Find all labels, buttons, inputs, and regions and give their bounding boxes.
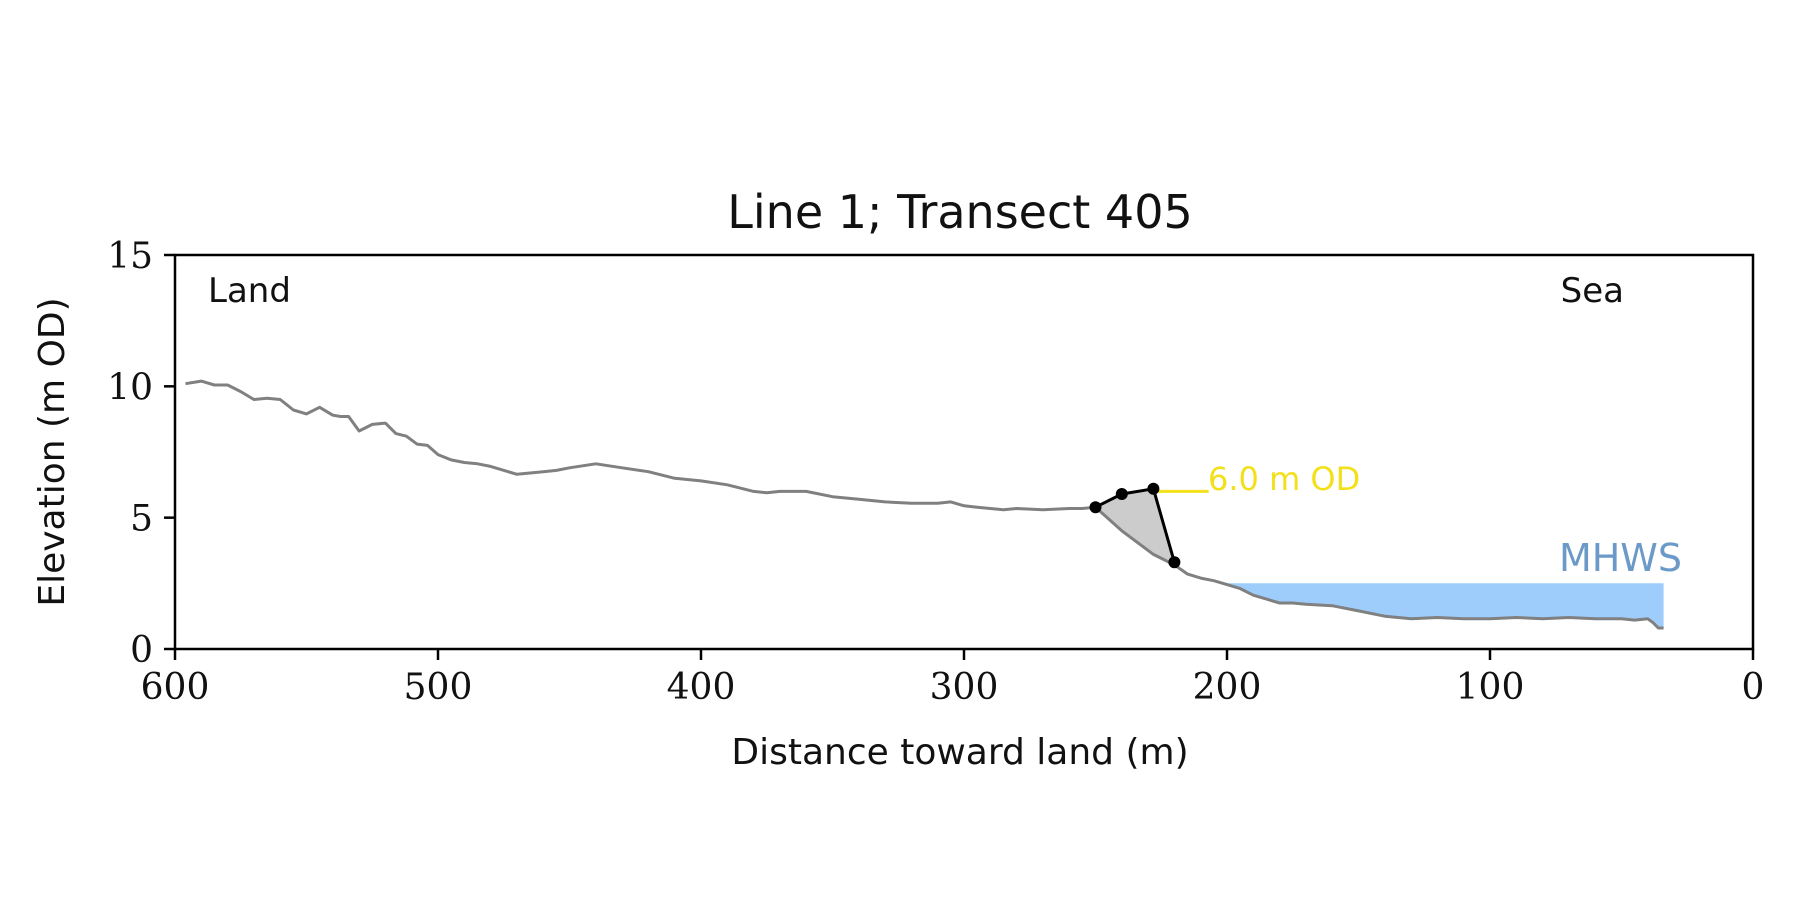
profile-line — [185, 379, 1664, 630]
y-tick-label: 0 — [130, 630, 153, 671]
axis-ticks: 600 500 400 300 200 100 0 0 5 10 15 — [107, 236, 1764, 708]
cliff-point — [1147, 482, 1160, 495]
y-axis-label: Elevation (m OD) — [32, 297, 73, 606]
chart-title: Line 1; Transect 405 — [727, 185, 1192, 239]
cliff-point — [1168, 556, 1181, 569]
cliff-line — [1094, 487, 1176, 563]
cliff-point — [1115, 488, 1128, 500]
y-tick-label: 5 — [130, 499, 153, 540]
x-tick-label: 0 — [1742, 667, 1765, 708]
sea-annotation: Sea — [1561, 271, 1624, 311]
land-annotation: Land — [208, 271, 291, 311]
y-tick-label: 15 — [107, 236, 153, 277]
x-tick-label: 600 — [141, 667, 210, 708]
x-axis-label: Distance toward land (m) — [731, 732, 1188, 773]
x-tick-label: 500 — [404, 667, 473, 708]
x-tick-label: 300 — [930, 667, 999, 708]
cliff-area — [1095, 488, 1175, 563]
od-label: 6.0 m OD — [1208, 460, 1360, 498]
cliff-point — [1089, 501, 1102, 514]
y-tick-label: 10 — [107, 367, 153, 408]
x-tick-label: 100 — [1456, 667, 1525, 708]
mhws-label: MHWS — [1559, 536, 1682, 580]
plot-area — [185, 379, 1664, 630]
x-tick-label: 400 — [667, 667, 736, 708]
mhws-area — [1227, 583, 1664, 628]
x-tick-label: 200 — [1193, 667, 1262, 708]
